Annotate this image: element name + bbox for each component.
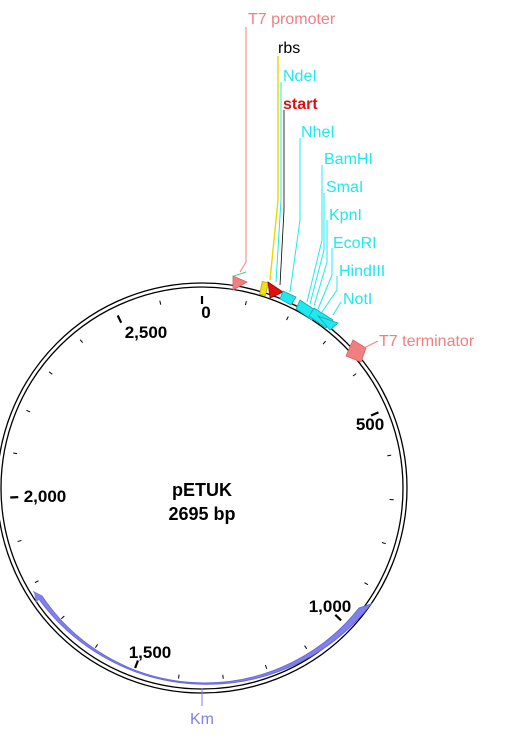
leader-lines (201, 27, 379, 706)
minor-tick-600 (387, 454, 392, 457)
minor-tick-2100 (13, 452, 18, 455)
kpni-leader (313, 220, 328, 307)
noti-leader (332, 301, 342, 316)
rbs-box (259, 281, 269, 296)
plasmid-name: pETUK (172, 480, 232, 500)
tick-label-1500: 1,500 (129, 643, 172, 662)
t7-promoter-arrow (232, 275, 248, 291)
t7-terminator-leader (359, 340, 379, 351)
minor-tick-900 (364, 582, 369, 586)
minor-tick-2400 (79, 339, 84, 344)
km-feature-arc (32, 590, 373, 685)
minor-tick-2600 (159, 300, 162, 305)
minor-tick-2200 (26, 409, 31, 413)
tick-label-1000: 1,000 (309, 597, 352, 616)
label-ndei: NdeI (283, 68, 317, 85)
label-km: Km (190, 711, 214, 728)
tick-label-2500: 2,500 (125, 323, 168, 342)
feature-glyphs (232, 275, 367, 363)
minor-tick-100 (244, 301, 247, 306)
minor-tick-1100 (304, 645, 308, 650)
major-tick-500 (370, 411, 379, 417)
major-tick-1500 (134, 660, 139, 669)
ndei-leader (275, 82, 282, 283)
rbs-leader (269, 56, 279, 281)
site-block-4 (316, 315, 339, 331)
label-kpni: KpnI (329, 207, 362, 224)
minor-tick-400 (352, 373, 357, 377)
tick-label-2000: 2,000 (24, 487, 67, 506)
minor-tick-1800 (34, 580, 39, 584)
tick-label-0: 0 (201, 303, 210, 322)
label-noti: NotI (343, 291, 372, 308)
minor-tick-1900 (17, 539, 22, 543)
hindiii-leader (321, 276, 338, 313)
start-arrow (267, 281, 284, 299)
minor-tick-2300 (48, 371, 53, 375)
km-arrowhead (34, 592, 42, 603)
minor-tick-800 (381, 542, 386, 545)
minor-ticks (13, 300, 394, 679)
tick-label-500: 500 (356, 415, 384, 434)
tick-labels: 0 500 1,000 1,500 2,000 2,500 (24, 303, 384, 662)
label-t7-terminator: T7 terminator (379, 333, 475, 350)
label-hindiii: HindIII (339, 263, 385, 280)
t7-promoter-leader (239, 27, 247, 273)
pink-tick-small (233, 271, 247, 277)
label-ecori: EcoRI (333, 235, 377, 252)
site-block-1 (279, 290, 297, 306)
major-ticks (10, 296, 379, 669)
start-leader (279, 110, 285, 286)
major-tick-1000 (334, 614, 342, 622)
label-smai: SmaI (326, 179, 363, 196)
bamhi-leader (306, 165, 323, 303)
t7-terminator-glyph (345, 339, 367, 363)
ecori-leader (317, 248, 333, 310)
label-nhei: NheI (301, 124, 335, 141)
smai-leader (309, 193, 325, 305)
label-start: start (283, 96, 318, 113)
minor-tick-300 (322, 340, 326, 345)
minor-tick-1700 (61, 615, 65, 620)
plasmid-size: 2695 bp (168, 504, 235, 524)
label-bamhi: BamHI (324, 151, 373, 168)
minor-tick-1200 (264, 664, 268, 669)
label-t7-promoter: T7 promoter (248, 11, 336, 28)
major-tick-2500 (116, 315, 123, 324)
minor-tick-200 (286, 316, 289, 321)
feature-labels: T7 promoter rbs NdeI start NheI BamHI Sm… (190, 11, 475, 728)
minor-tick-1600 (94, 644, 99, 648)
label-rbs: rbs (278, 40, 300, 57)
nhei-leader (289, 138, 301, 293)
